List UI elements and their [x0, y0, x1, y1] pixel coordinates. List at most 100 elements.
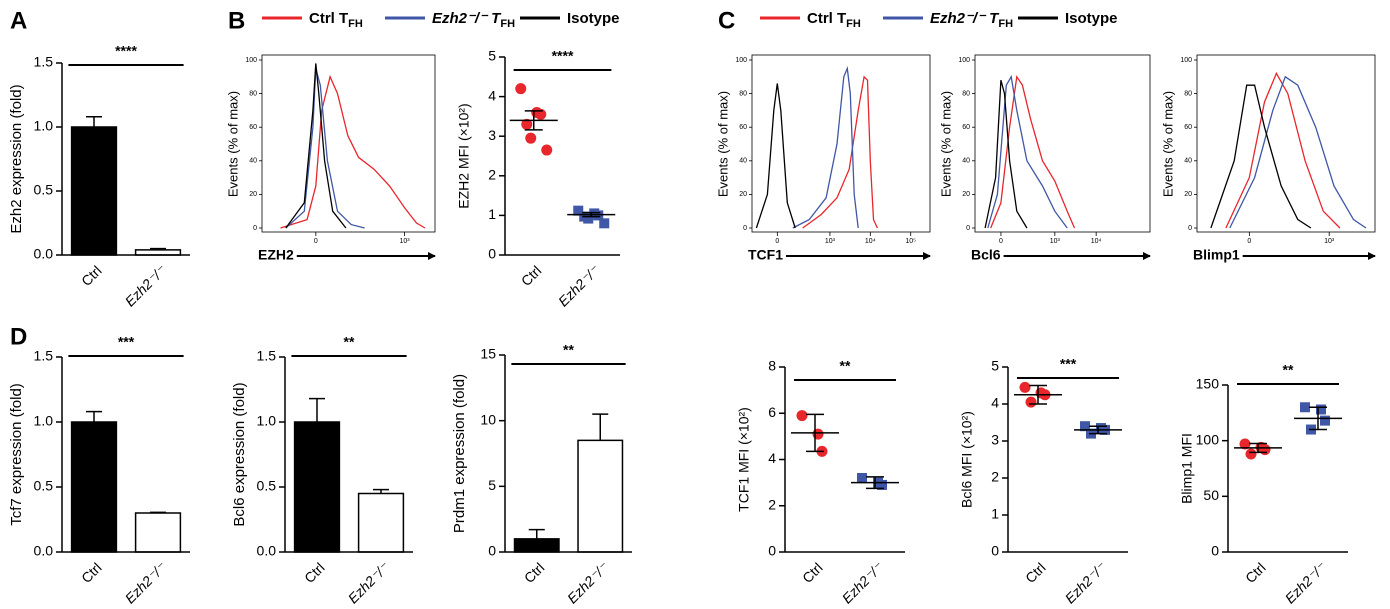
y-tick-label: 2: [991, 469, 999, 485]
legend-label: Ctrl TFH: [309, 10, 363, 30]
y-tick-label: 15: [480, 346, 496, 362]
x-tick-label: Ezh2⁻/⁻: [345, 558, 393, 606]
bar: [70, 126, 118, 256]
x-tick-label: 0: [999, 238, 1003, 245]
error-bar: [1249, 442, 1267, 454]
y-tick-label: 40: [249, 158, 257, 165]
bar: [513, 538, 560, 553]
panel-label: B: [228, 7, 245, 34]
y-tick-label: 60: [249, 124, 257, 131]
y-tick-label: 0.0: [34, 246, 54, 262]
y-tick-label: 20: [739, 191, 747, 198]
panel-label: C: [718, 7, 735, 34]
y-tick-label: 2: [488, 167, 496, 183]
significance-label: **: [344, 334, 355, 350]
x-tick-label: 10⁴: [865, 238, 876, 245]
data-point: [1316, 404, 1326, 415]
y-axis-label: Events (% of max): [1160, 91, 1175, 197]
data-point: [1080, 421, 1090, 432]
data-point: [812, 428, 824, 440]
x-tick-label: 10³: [1324, 238, 1335, 245]
histogram-line: [987, 74, 1068, 229]
data-point: [599, 218, 610, 229]
error-bar: [866, 476, 884, 490]
y-tick-label: 100: [735, 57, 747, 64]
y-axis-label: Blimp1 MFI: [1179, 433, 1195, 504]
error-bar: [806, 413, 824, 453]
significance-label: ****: [115, 43, 137, 59]
x-tick-label: Ctrl: [301, 559, 328, 586]
legend-subscript: FH: [348, 18, 363, 30]
y-tick-label: 50: [1203, 487, 1219, 503]
y-tick-label: 8: [768, 358, 776, 374]
error-bar: [309, 397, 325, 422]
y-axis-label: Events (% of max): [938, 91, 953, 197]
error-bar: [1309, 406, 1327, 431]
histogram-line: [990, 75, 1076, 229]
data-point: [1025, 396, 1037, 408]
y-tick-label: 1.5: [34, 54, 54, 70]
y-tick-label: 0: [991, 543, 999, 559]
y-tick-label: 0: [966, 225, 970, 232]
error-bar: [150, 511, 166, 514]
data-point: [535, 108, 547, 120]
x-tick-label: Ezh2⁻/⁻: [1062, 558, 1110, 606]
y-axis-label: Tcf7 expression (fold): [8, 383, 25, 526]
bar: [134, 249, 182, 256]
x-tick-label: 10³: [400, 238, 411, 245]
x-tick-label: Ctrl: [1242, 559, 1269, 586]
y-tick-label: 0: [488, 543, 496, 559]
significance-label: ****: [552, 48, 574, 64]
y-tick-label: 0: [743, 225, 747, 232]
x-tick-label: 0: [775, 238, 779, 245]
y-tick-label: 100: [1196, 431, 1220, 447]
data-point: [525, 132, 537, 144]
histogram-line: [792, 65, 859, 229]
y-tick-label: 4: [991, 395, 999, 411]
y-tick-label: 5: [488, 48, 496, 64]
data-point: [1320, 415, 1330, 426]
y-axis-label: Events (% of max): [715, 91, 730, 197]
data-point: [796, 410, 808, 422]
legend-label: Ctrl TFH: [807, 10, 861, 30]
y-tick-label: 5: [991, 358, 999, 374]
x-tick-label: 0: [1247, 238, 1251, 245]
error-bar: [373, 488, 389, 494]
y-axis-label: Bcl6 MFI (×10²): [959, 411, 975, 508]
y-tick-label: 20: [249, 191, 257, 198]
data-point: [877, 479, 887, 490]
x-tick-label: Ezh2⁻/⁻: [555, 261, 603, 309]
bar: [134, 512, 182, 553]
x-tick-label: Ezh2⁻/⁻: [1282, 558, 1330, 606]
x-tick-label: Ctrl: [518, 262, 545, 289]
error-bar: [1089, 425, 1107, 435]
data-point: [1259, 444, 1271, 456]
histogram-line: [1210, 84, 1312, 229]
x-tick-label: 0: [314, 238, 318, 245]
y-tick-label: 0.5: [34, 182, 54, 198]
y-axis-label: Prdm1 expression (fold): [451, 374, 468, 533]
y-tick-label: 1: [488, 206, 496, 222]
y-tick-label: 80: [1184, 90, 1192, 97]
x-tick-label: 10³: [1050, 238, 1061, 245]
data-point: [521, 118, 533, 130]
y-tick-label: 60: [962, 124, 970, 131]
error-bar: [86, 116, 102, 127]
x-axis-label: EZH2: [258, 247, 294, 263]
data-point: [1239, 438, 1251, 450]
y-tick-label: 20: [1184, 191, 1192, 198]
y-tick-label: 0: [1211, 543, 1219, 559]
plot-frame: [751, 54, 931, 233]
panel-label: A: [10, 7, 27, 34]
data-point: [593, 210, 604, 221]
y-axis-label: Events (% of max): [225, 91, 240, 197]
y-tick-label: 100: [245, 57, 257, 64]
y-tick-label: 0.5: [34, 478, 54, 494]
y-tick-label: 40: [962, 158, 970, 165]
bar: [293, 421, 341, 553]
legend-subscript: FH: [500, 18, 515, 30]
y-axis-label: Ezh2 expression (fold): [8, 84, 25, 233]
data-point: [1019, 381, 1031, 393]
significance-label: **: [563, 342, 574, 358]
y-tick-label: 60: [739, 124, 747, 131]
